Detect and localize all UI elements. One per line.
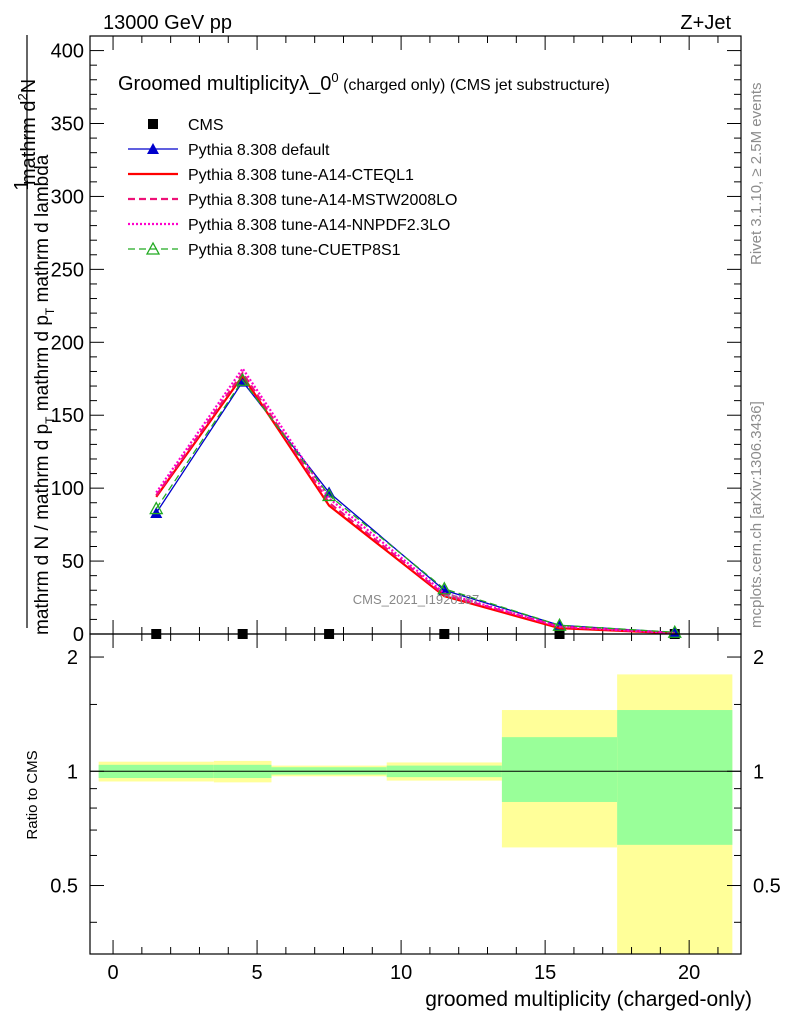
ratio-frame — [89, 633, 742, 955]
ratio-band-inner — [501, 737, 618, 802]
legend-item: Pythia 8.308 tune-A14-CTEQL1 — [128, 167, 414, 184]
ratio-xtick-label: 20 — [678, 962, 700, 984]
series-line — [155, 366, 675, 635]
ratio-xtick-label: 5 — [252, 962, 263, 984]
legend-item: CMS — [148, 117, 224, 134]
x-axis-label: groomed multiplicity (charged-only) — [425, 988, 752, 1011]
data-point — [235, 372, 250, 386]
header-right: Z+Jet — [680, 12, 731, 34]
data-point — [321, 488, 337, 502]
legend-label: Pythia 8.308 default — [188, 142, 330, 159]
ratio-bands — [98, 674, 733, 954]
watermark: CMS_2021_I1920187 — [353, 592, 480, 607]
rivet-label: Rivet 3.1.10, ≥ 2.5M events — [748, 83, 765, 266]
svg-text:mathrm d N / mathrm d pT mathr: mathrm d N / mathrm d pT mathrm d pT mat… — [32, 154, 57, 635]
series-3 — [155, 370, 675, 635]
legend-item: Pythia 8.308 tune-A14-NNPDF2.3LO — [128, 217, 450, 234]
ratio-ytick-label: 2 — [67, 647, 78, 669]
main-panel: 0 50 100 150 200 250 300 350 400 CMS_2021_I19201… — [51, 35, 742, 646]
plot-title-main: Groomed multiplicityλ_0 — [118, 73, 331, 95]
main-y-ticks: 0 50 100 150 200 250 300 350 400 — [51, 36, 741, 646]
ylabel-numerator: mathrm d2N — [15, 79, 40, 185]
legend-label: CMS — [188, 117, 224, 134]
series-line — [155, 373, 675, 635]
legend: CMS Pythia 8.308 default Pythia 8.308 tune… — [128, 117, 457, 259]
ratio-xtick-label: 10 — [390, 962, 412, 984]
main-ytick-label: 0 — [73, 624, 84, 646]
legend-label: Pythia 8.308 tune-CUETP8S1 — [188, 242, 401, 259]
legend-item: Pythia 8.308 tune-CUETP8S1 — [128, 241, 401, 259]
legend-item: Pythia 8.308 tune-A14-MSTW2008LO — [128, 192, 457, 209]
header-left: 13000 GeV pp — [103, 12, 232, 34]
main-ylabel-denominator: mathrm d N / mathrm d pT mathrm d pT mat… — [32, 154, 57, 635]
series-2 — [155, 373, 675, 635]
main-ytick-label: 200 — [51, 332, 84, 354]
ratio-band-inner — [617, 710, 733, 845]
data-point — [437, 581, 452, 595]
legend-marker — [145, 241, 161, 255]
series-line — [155, 370, 675, 635]
main-ytick-label: 100 — [51, 478, 84, 500]
ratio-ytick-label-right: 1 — [753, 761, 764, 783]
main-ylabel: 1 mathrm d2N — [11, 79, 40, 191]
ratio-ticks: 0 5 10 15 20 0.5 0.5 1 1 2 2 — [50, 634, 781, 984]
data-point — [150, 506, 163, 518]
legend-marker — [148, 119, 158, 129]
ylabel-top: 1 — [11, 179, 33, 190]
ratio-panel: 0 5 10 15 20 0.5 0.5 1 1 2 2 — [50, 633, 781, 984]
main-ytick-label: 300 — [51, 186, 84, 208]
ratio-ytick-label: 0.5 — [50, 876, 78, 898]
legend-label: Pythia 8.308 tune-A14-CTEQL1 — [188, 167, 414, 184]
data-point — [149, 501, 164, 515]
legend-marker — [147, 143, 159, 154]
plot-title: Groomed multiplicityλ_00 (charged only) … — [118, 70, 610, 95]
ratio-ytick-label: 1 — [67, 761, 78, 783]
legend-label: Pythia 8.308 tune-A14-NNPDF2.3LO — [188, 217, 450, 234]
main-ytick-label: 50 — [62, 551, 84, 573]
main-ytick-label: 250 — [51, 259, 84, 281]
series-4 — [155, 366, 675, 635]
legend-label: Pythia 8.308 tune-A14-MSTW2008LO — [188, 192, 457, 209]
plot-title-sup: 0 — [331, 70, 338, 85]
plot-title-suffix: (charged only) (CMS jet substructure) — [339, 77, 610, 94]
series-line — [155, 379, 675, 633]
data-point — [552, 617, 567, 631]
ratio-ytick-label-right: 2 — [753, 647, 764, 669]
ratio-xtick-label: 15 — [534, 962, 556, 984]
data-point — [667, 624, 682, 638]
ratio-xtick-label: 0 — [107, 962, 118, 984]
main-ytick-label: 350 — [51, 114, 84, 136]
series-5 — [149, 372, 682, 638]
main-ytick-label: 400 — [51, 41, 84, 63]
main-ytick-label: 150 — [51, 405, 84, 427]
mcplots-label: mcplots.cern.ch [arXiv:1306.3436] — [748, 401, 765, 628]
ratio-ylabel: Ratio to CMS — [24, 750, 41, 839]
ratio-ytick-label-right: 0.5 — [753, 876, 781, 898]
legend-item: Pythia 8.308 default — [128, 142, 330, 159]
